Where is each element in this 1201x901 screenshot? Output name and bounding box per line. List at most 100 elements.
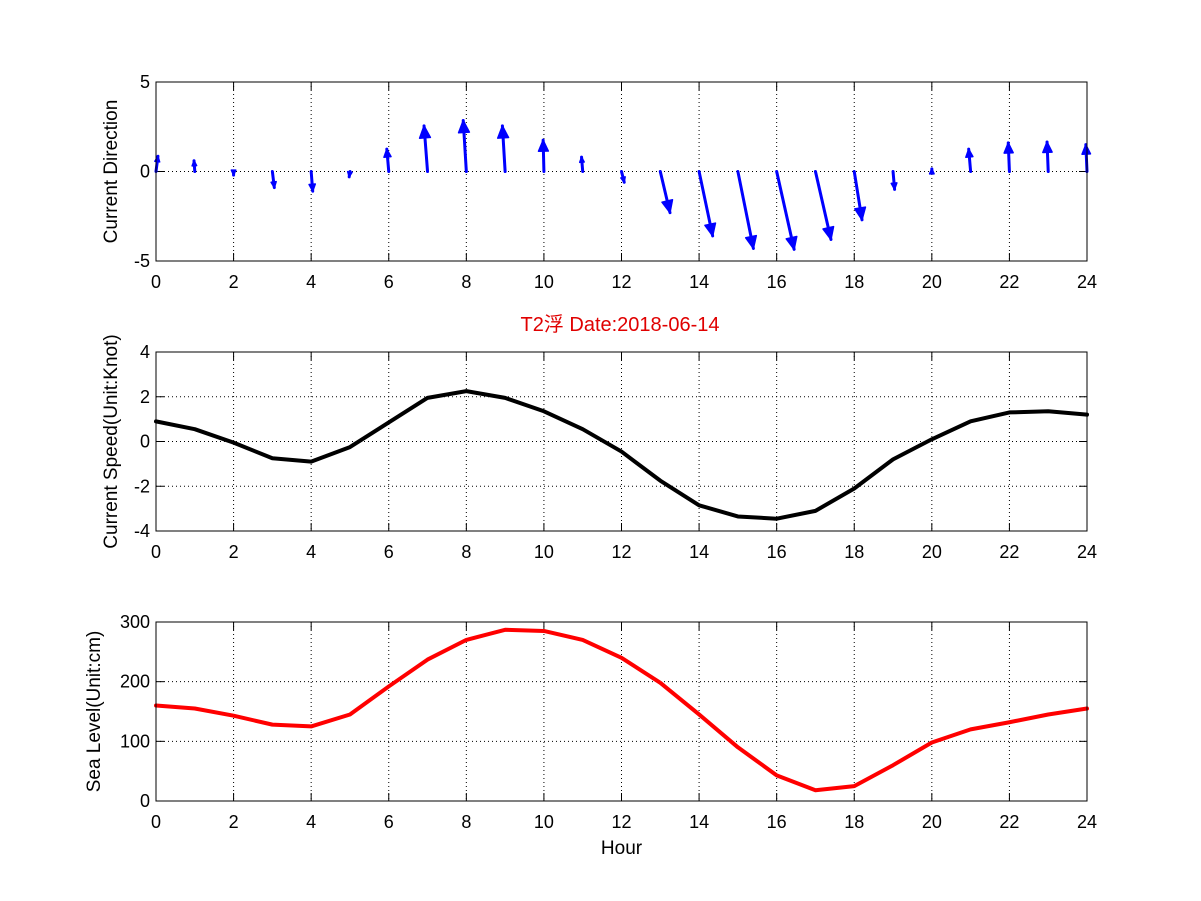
- arrow-head: [578, 156, 585, 164]
- x-tick-label: 24: [1077, 272, 1097, 292]
- x-tick-label: 16: [767, 812, 787, 832]
- x-tick-label: 12: [611, 542, 631, 562]
- x-tick-label: 8: [461, 542, 471, 562]
- x-axis-label: Hour: [601, 838, 643, 859]
- direction-arrow: [852, 170, 867, 222]
- direction-arrow: [383, 147, 392, 173]
- x-tick-label: 20: [922, 542, 942, 562]
- y-tick-label: -4: [134, 521, 150, 541]
- current-direction-arrows: [154, 118, 1092, 251]
- x-tick-label: 8: [461, 812, 471, 832]
- x-tick-label: 16: [767, 542, 787, 562]
- arrow-head: [308, 183, 317, 192]
- plot-frame: [155, 351, 1088, 532]
- direction-arrow: [813, 170, 835, 242]
- direction-arrow: [1003, 141, 1014, 173]
- y-tick-labels: 0 100 200 300: [120, 612, 150, 811]
- y-tick-labels: -4 -2 0 2 4: [134, 342, 150, 541]
- arrow-head: [1042, 141, 1053, 154]
- tick-marks: [155, 351, 1088, 532]
- sea-level-series: [154, 627, 1089, 793]
- x-tick-label: 2: [229, 812, 239, 832]
- arrow-head: [661, 199, 674, 214]
- direction-arrow: [537, 138, 550, 173]
- x-tick-label: 22: [999, 272, 1019, 292]
- y-tick-label: -2: [134, 476, 150, 496]
- series-line: [154, 389, 1089, 521]
- arrow-head: [496, 125, 510, 139]
- x-tick-label: 10: [534, 812, 554, 832]
- arrow-head: [822, 225, 835, 241]
- x-tick-label: 16: [767, 272, 787, 292]
- plot-frame: [155, 621, 1088, 802]
- arrow-head: [620, 176, 626, 183]
- y-axis-label: Sea Level(Unit:cm): [84, 631, 105, 793]
- arrow-head: [191, 160, 198, 167]
- y-tick-label: 0: [140, 432, 150, 452]
- plot-frame: [155, 81, 1088, 262]
- direction-arrow: [697, 170, 717, 238]
- figure-title: T2浮 Date:2018-06-14: [520, 313, 719, 336]
- x-tick-label: 22: [999, 542, 1019, 562]
- y-axis-label: Current Direction: [101, 100, 122, 244]
- direction-arrow: [965, 147, 974, 173]
- x-tick-label: 12: [611, 272, 631, 292]
- arrow-head: [785, 235, 798, 251]
- arrow-head: [890, 182, 898, 191]
- y-axis-label: Current Speed(Unit:Knot): [101, 334, 122, 548]
- x-tick-label: 20: [922, 812, 942, 832]
- arrow-shaft: [775, 170, 796, 251]
- y-tick-label: 0: [140, 791, 150, 811]
- x-tick-label: 24: [1077, 812, 1097, 832]
- x-tick-labels: 0 2 4 6 8 10 12 14 16 18 20 22 24: [151, 272, 1097, 292]
- arrow-head: [230, 169, 237, 176]
- current-speed-series: [154, 389, 1089, 521]
- y-tick-label: 300: [120, 612, 150, 632]
- direction-arrow: [658, 170, 674, 215]
- x-tick-labels: 0 2 4 6 8 10 12 14 16 18 20 22 24: [151, 812, 1097, 832]
- x-tick-label: 4: [306, 812, 316, 832]
- x-tick-label: 2: [229, 542, 239, 562]
- y-tick-label: 100: [120, 731, 150, 751]
- x-tick-label: 10: [534, 272, 554, 292]
- direction-arrow: [736, 170, 758, 250]
- x-tick-label: 22: [999, 812, 1019, 832]
- x-tick-label: 14: [689, 812, 709, 832]
- y-tick-labels: -5 0 5: [134, 72, 150, 271]
- x-tick-label: 8: [461, 272, 471, 292]
- direction-arrow: [1042, 140, 1053, 173]
- direction-arrow: [346, 170, 353, 179]
- direction-arrow: [230, 169, 237, 177]
- x-tick-label: 6: [384, 542, 394, 562]
- y-tick-label: 0: [140, 162, 150, 182]
- x-tick-label: 20: [922, 272, 942, 292]
- x-tick-label: 0: [151, 542, 161, 562]
- direction-arrow: [890, 170, 898, 191]
- y-tick-label: -5: [134, 251, 150, 271]
- x-tick-label: 14: [689, 272, 709, 292]
- direction-arrow: [578, 155, 585, 173]
- series-line: [154, 627, 1089, 793]
- arrow-head: [1081, 143, 1092, 155]
- direction-arrow: [620, 170, 626, 184]
- x-tick-label: 24: [1077, 542, 1097, 562]
- direction-arrow: [457, 118, 471, 173]
- arrow-head: [537, 139, 550, 153]
- arrow-head: [457, 119, 471, 134]
- direction-arrow: [496, 124, 510, 173]
- x-tick-label: 0: [151, 272, 161, 292]
- arrow-head: [744, 234, 758, 250]
- direction-arrow: [270, 170, 277, 190]
- x-tick-label: 18: [844, 542, 864, 562]
- direction-arrow: [418, 124, 432, 173]
- y-tick-label: 5: [140, 72, 150, 92]
- x-tick-label: 2: [229, 272, 239, 292]
- x-tick-label: 6: [384, 812, 394, 832]
- x-tick-label: 12: [611, 812, 631, 832]
- arrow-head: [965, 148, 974, 159]
